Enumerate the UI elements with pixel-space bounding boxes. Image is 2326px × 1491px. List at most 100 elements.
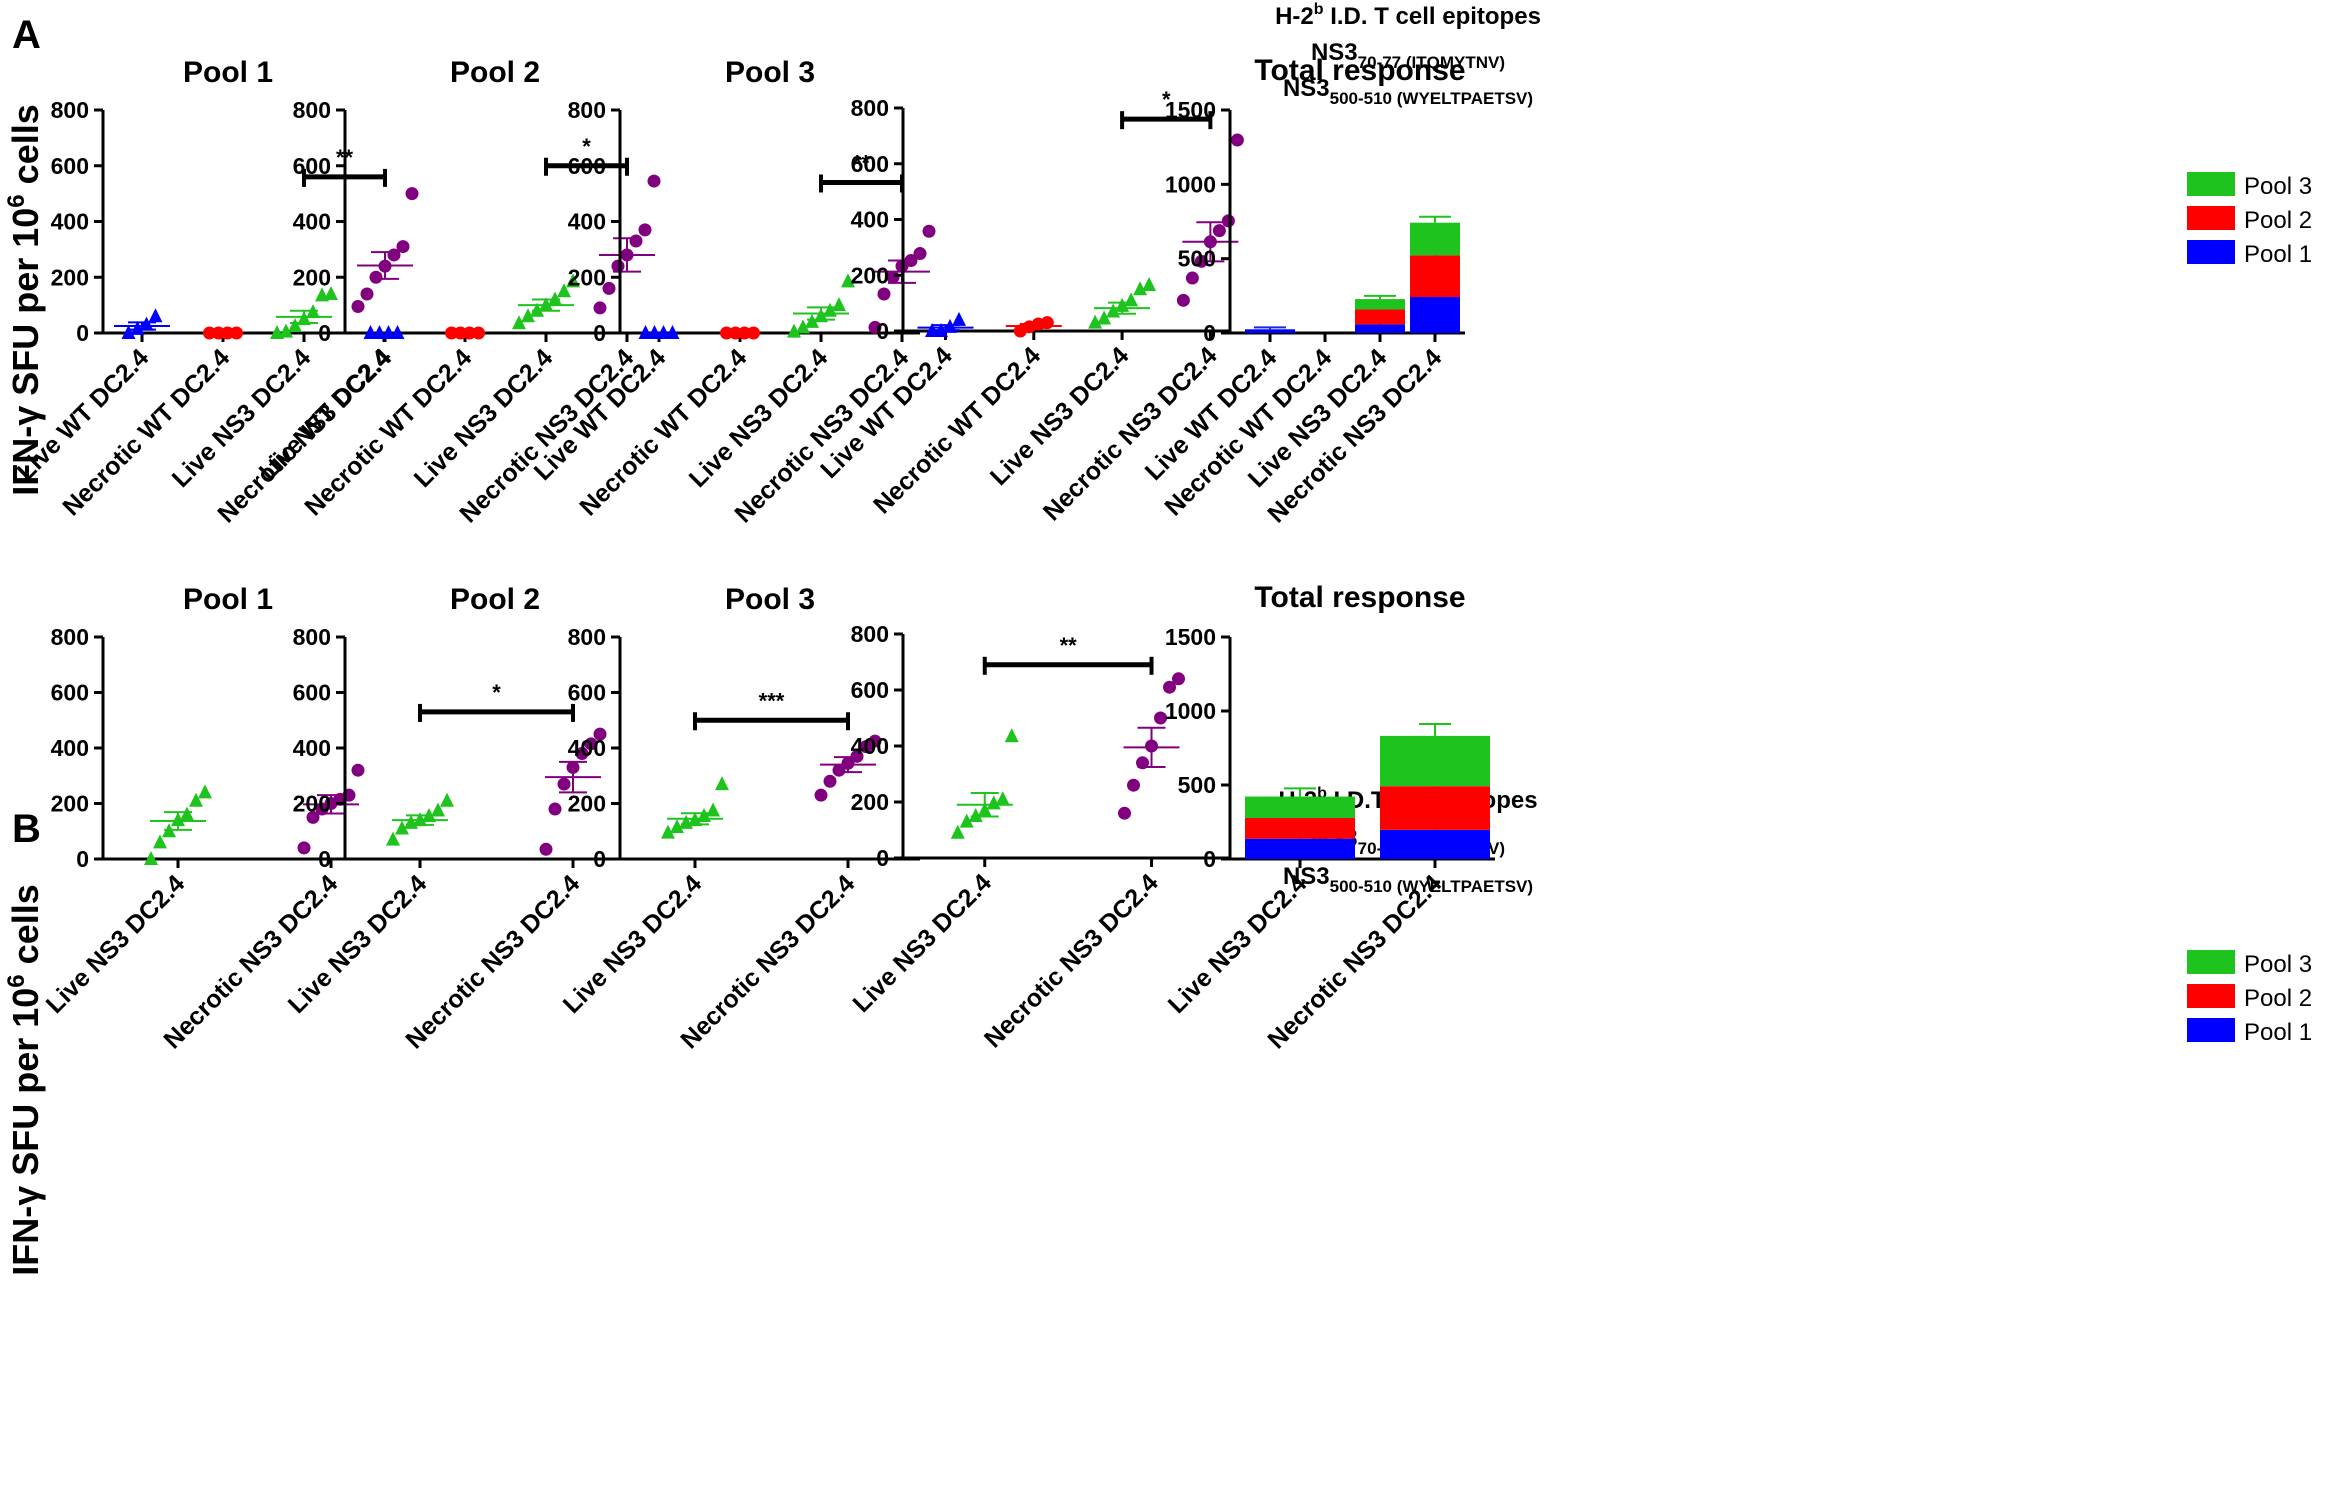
y-tick-label: 400 <box>851 733 889 759</box>
y-tick-label: 400 <box>51 735 89 761</box>
y-tick-label: 800 <box>51 97 89 123</box>
legend-b: Pool 3 Pool 2 Pool 1 <box>2187 950 2312 1046</box>
data-point <box>1133 281 1148 296</box>
data-point <box>512 315 526 330</box>
y-tick-label: 600 <box>293 153 331 179</box>
panel-a-letter: A <box>12 13 41 57</box>
group-necrotic-ns3-dc2-4 <box>297 763 365 855</box>
data-point <box>203 326 216 340</box>
y-tick-label: 800 <box>293 624 331 650</box>
data-point <box>148 308 163 323</box>
bar-segment-pool-2 <box>1355 309 1405 325</box>
y-tick-label: 800 <box>51 624 89 650</box>
data-point <box>1212 224 1226 238</box>
group-live-ns3-dc2-4 <box>661 776 729 839</box>
y-tick-label: 600 <box>568 680 606 706</box>
group-necrotic-ns3-dc2-4 <box>539 727 607 856</box>
data-point <box>360 287 374 301</box>
data-point <box>463 326 476 340</box>
data-point <box>557 283 571 298</box>
data-point <box>372 325 387 339</box>
y-tick-label: 600 <box>851 151 889 177</box>
y-tick-label: 600 <box>51 153 89 179</box>
data-point <box>130 320 145 335</box>
y-tick-label: 800 <box>568 624 606 650</box>
y-tick-label: 1000 <box>1165 171 1216 197</box>
y-tick-label: 200 <box>51 264 89 290</box>
group-live-wt-dc2-4 <box>917 311 974 337</box>
data-point <box>814 788 828 802</box>
legend-a: Pool 3 Pool 2 Pool 1 <box>2187 172 2312 268</box>
data-point <box>1097 310 1112 325</box>
epitope-title-a: H-2b I.D. T cell epitopes NS370-77 (ITQM… <box>1275 1 1541 108</box>
category-label-necrotic-ns3-dc2-4: Necrotic NS3 DC2.4 <box>675 869 860 1054</box>
bar-segment-pool-1 <box>1355 324 1405 333</box>
legend-swatch-pool-3 <box>2187 172 2235 196</box>
data-point <box>638 325 653 339</box>
data-point <box>575 747 589 761</box>
chart-b-total-response: 0 500 1000 1500 Total response Live NS3 DC2.4… <box>1163 581 1495 1054</box>
data-point <box>995 791 1010 806</box>
data-point <box>386 831 400 846</box>
data-point <box>1185 271 1199 285</box>
group-live-wt-dc2-4 <box>638 325 680 339</box>
category-label-live-ns3-dc2-4: Live NS3 DC2.4 <box>847 868 997 1018</box>
y-tick-label: 0 <box>318 320 331 346</box>
data-point <box>968 808 983 822</box>
y-tick-label: 600 <box>851 677 889 703</box>
bar-segment-pool-3 <box>1245 796 1355 819</box>
y-tick-label: 800 <box>851 621 889 647</box>
y-tick-label: 200 <box>568 264 606 290</box>
data-point <box>796 319 810 334</box>
y-tick-label: 400 <box>293 735 331 761</box>
y-tick-label: 400 <box>568 735 606 761</box>
data-point <box>1163 680 1177 694</box>
data-point <box>454 326 467 340</box>
chart-title: Total response <box>1254 54 1465 87</box>
data-point <box>720 326 733 340</box>
y-tick-label: 0 <box>76 846 89 872</box>
data-point <box>670 819 684 834</box>
data-point <box>189 792 203 807</box>
y-tick-label: 500 <box>1178 246 1216 272</box>
data-point <box>729 326 742 340</box>
data-point <box>363 325 378 339</box>
y-tick-label: 800 <box>293 97 331 123</box>
data-point <box>351 300 365 314</box>
data-point <box>288 318 302 333</box>
y-tick-label: 200 <box>851 789 889 815</box>
data-point <box>351 763 365 777</box>
category-label-necrotic-ns3-dc2-4: Necrotic NS3 DC2.4 <box>400 869 585 1054</box>
chart-title: Total response <box>1254 581 1465 614</box>
data-point <box>747 326 760 340</box>
group-necrotic-ns3-dc2-4 <box>814 734 882 802</box>
y-tick-label: 600 <box>51 680 89 706</box>
data-point <box>841 273 855 288</box>
bar-segment-pool-1 <box>1245 329 1295 333</box>
data-point <box>959 813 974 828</box>
data-point <box>1118 806 1132 820</box>
category-label-live-ns3-dc2-4: Live NS3 DC2.4 <box>41 869 191 1019</box>
svg-text:NS370-77 (ITQMYTNV): NS370-77 (ITQMYTNV) <box>1311 39 1505 72</box>
chart-title: Pool 1 <box>183 56 273 89</box>
data-point <box>913 247 927 261</box>
legend-swatch-pool-1 <box>2187 1018 2235 1042</box>
y-tick-label: 500 <box>1178 772 1216 798</box>
data-point <box>472 326 485 340</box>
chart-title: Pool 1 <box>183 583 273 616</box>
panel-b-letter: B <box>12 807 41 851</box>
data-point <box>121 325 136 339</box>
y-tick-label: 200 <box>51 791 89 817</box>
group-live-ns3-dc2-4 <box>144 784 212 865</box>
data-point <box>832 297 846 312</box>
group-live-ns3-dc2-4 <box>386 792 454 846</box>
chart-title: Pool 3 <box>725 583 815 616</box>
bar-segment-pool-2 <box>1380 786 1490 830</box>
data-point <box>950 824 965 839</box>
data-point <box>539 842 553 856</box>
data-point <box>405 187 419 201</box>
group-live-ns3-dc2-4 <box>1088 277 1157 329</box>
data-point <box>324 285 338 300</box>
data-point <box>738 326 751 340</box>
